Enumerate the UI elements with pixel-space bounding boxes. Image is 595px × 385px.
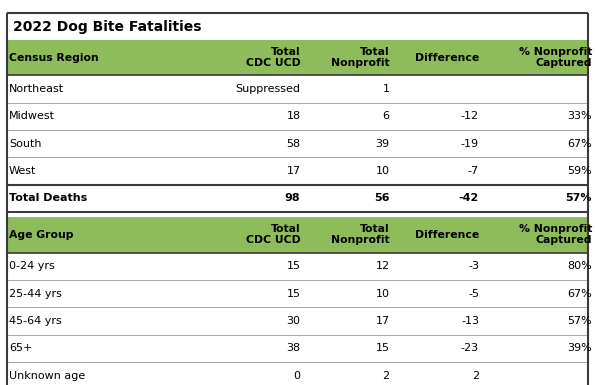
Bar (7, 217, 588, 253)
Text: Unknown age: Unknown age (9, 371, 85, 380)
Text: 38: 38 (286, 343, 300, 353)
Text: 45-64 yrs: 45-64 yrs (9, 316, 62, 326)
Text: 67%: 67% (567, 289, 592, 298)
Text: -23: -23 (461, 343, 479, 353)
Text: Age Group: Age Group (9, 230, 73, 239)
Text: 33%: 33% (568, 112, 592, 121)
Text: Total
Nonprofit: Total Nonprofit (331, 224, 390, 246)
Text: 2: 2 (383, 371, 390, 380)
Text: -19: -19 (461, 139, 479, 149)
Text: 6: 6 (383, 112, 390, 121)
Text: 57%: 57% (567, 316, 592, 326)
Bar (7, 253, 588, 280)
Text: 15: 15 (375, 343, 390, 353)
Text: 17: 17 (375, 316, 390, 326)
Text: Suppressed: Suppressed (236, 84, 300, 94)
Bar (7, 103, 588, 130)
Text: 39: 39 (375, 139, 390, 149)
Text: % Nonprofit
Captured: % Nonprofit Captured (519, 47, 592, 69)
Text: 59%: 59% (567, 166, 592, 176)
Text: 15: 15 (286, 261, 300, 271)
Text: 25-44 yrs: 25-44 yrs (9, 289, 62, 298)
Text: South: South (9, 139, 42, 149)
Text: Northeast: Northeast (9, 84, 64, 94)
Text: Total
Nonprofit: Total Nonprofit (331, 47, 390, 69)
Text: 30: 30 (286, 316, 300, 326)
Bar (7, 75, 588, 103)
Text: Census Region: Census Region (9, 53, 99, 62)
Text: -3: -3 (468, 261, 479, 271)
Text: -42: -42 (459, 194, 479, 203)
Bar (7, 362, 588, 385)
Bar (7, 335, 588, 362)
Text: -13: -13 (461, 316, 479, 326)
Text: 80%: 80% (567, 261, 592, 271)
Text: Difference: Difference (415, 230, 479, 239)
Bar (7, 280, 588, 307)
Text: -12: -12 (461, 112, 479, 121)
Text: -5: -5 (468, 289, 479, 298)
Text: West: West (9, 166, 36, 176)
Text: Total Deaths: Total Deaths (9, 194, 87, 203)
Text: 10: 10 (375, 166, 390, 176)
Text: Difference: Difference (415, 53, 479, 62)
Bar (7, 185, 588, 212)
Bar (7, 307, 588, 335)
Bar (7, 40, 588, 75)
Text: Total
CDC UCD: Total CDC UCD (246, 224, 300, 246)
Text: -7: -7 (468, 166, 479, 176)
Text: 0: 0 (293, 371, 300, 380)
Bar (7, 157, 588, 185)
Text: % Nonprofit
Captured: % Nonprofit Captured (519, 224, 592, 246)
Text: Total
CDC UCD: Total CDC UCD (246, 47, 300, 69)
Text: 58: 58 (286, 139, 300, 149)
Text: 18: 18 (286, 112, 300, 121)
Text: 57%: 57% (565, 194, 592, 203)
Bar (7, 130, 588, 157)
Text: 0-24 yrs: 0-24 yrs (9, 261, 55, 271)
Text: 98: 98 (285, 194, 300, 203)
Text: 39%: 39% (567, 343, 592, 353)
Text: 65+: 65+ (9, 343, 32, 353)
Text: 1: 1 (383, 84, 390, 94)
Text: 56: 56 (374, 194, 390, 203)
Text: 2: 2 (472, 371, 479, 380)
Text: 17: 17 (286, 166, 300, 176)
Bar (7, 13, 588, 40)
Text: 10: 10 (375, 289, 390, 298)
Text: 67%: 67% (567, 139, 592, 149)
Text: Midwest: Midwest (9, 112, 55, 121)
Text: 12: 12 (375, 261, 390, 271)
Text: 15: 15 (286, 289, 300, 298)
Text: 2022 Dog Bite Fatalities: 2022 Dog Bite Fatalities (13, 20, 202, 33)
